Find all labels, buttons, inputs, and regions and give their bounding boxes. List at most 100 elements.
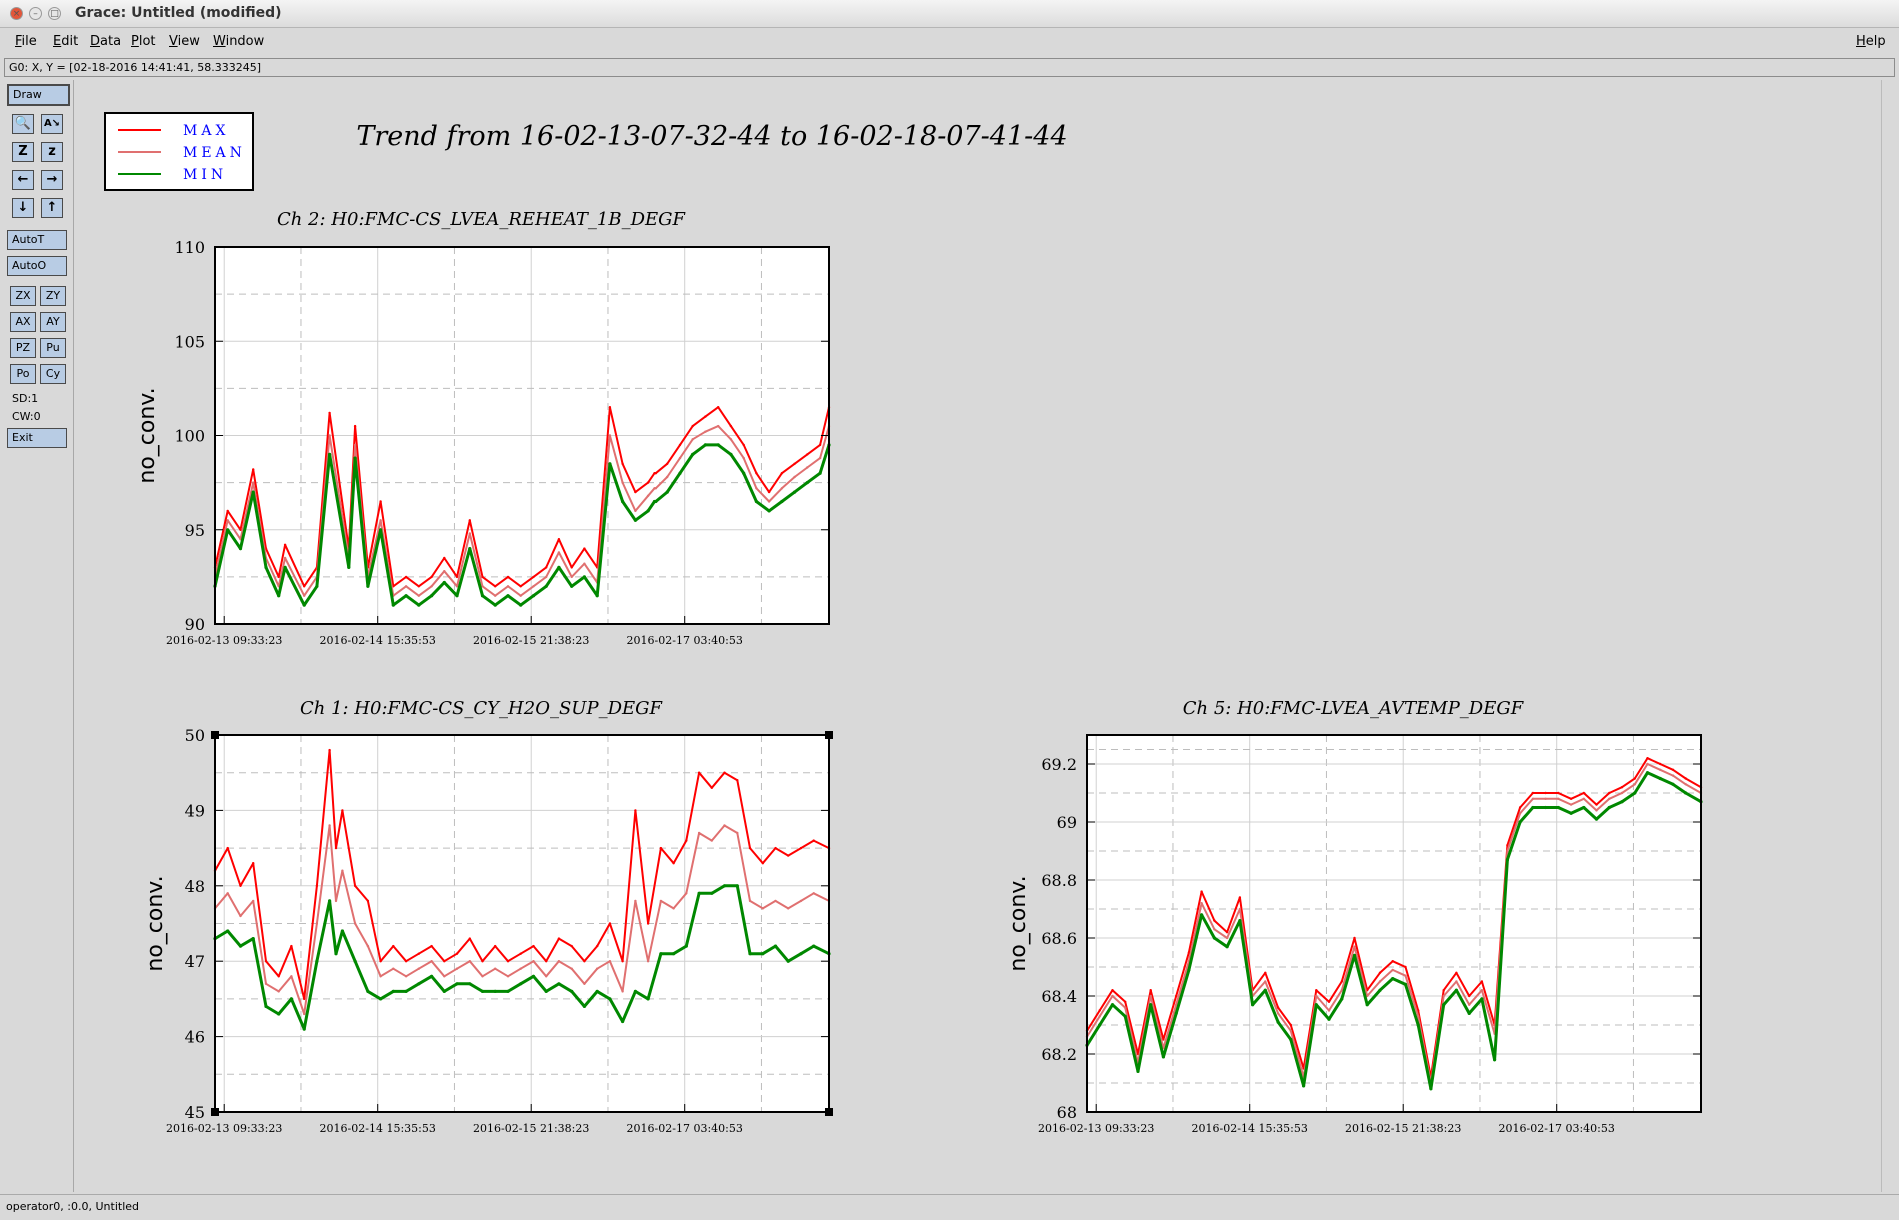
data-point-mean [1238, 907, 1242, 911]
data-point-mean [570, 967, 573, 970]
data-point-mean [685, 892, 688, 895]
data-point-max [736, 779, 739, 782]
data-point-max [303, 585, 306, 588]
data-point-max [1569, 797, 1573, 800]
data-point-min [1645, 771, 1650, 775]
pu-button[interactable]: Pu [40, 338, 66, 358]
data-point-mean [455, 585, 459, 588]
data-point-mean [806, 466, 809, 469]
data-point-min [302, 603, 306, 607]
data-point-min [283, 565, 287, 569]
zy-button[interactable]: ZY [40, 286, 66, 306]
data-point-min [315, 959, 319, 963]
menu-window[interactable]: Window [213, 34, 265, 49]
data-point-min [672, 952, 676, 956]
data-point-max [570, 566, 573, 569]
data-point-mean [226, 519, 229, 522]
data-point-max [780, 472, 784, 475]
data-point-mean [704, 430, 707, 433]
data-point-mean [1518, 812, 1522, 815]
data-point-min [1569, 811, 1573, 815]
data-point-min [226, 929, 230, 933]
menu-edit[interactable]: Edit [53, 34, 79, 49]
zoom-x-icon[interactable]: Z [12, 142, 34, 162]
menu-plot[interactable]: Plot [131, 34, 156, 49]
plot-canvas[interactable]: Trend from 16-02-13-07-32-44 to 16-02-18… [74, 80, 1881, 1192]
data-point-max [1684, 777, 1687, 780]
data-point-mean [417, 967, 420, 970]
data-point-min [1136, 1069, 1140, 1073]
autoo-button[interactable]: AutoO [7, 256, 67, 276]
data-point-mean [455, 967, 459, 970]
minimize-icon[interactable]: – [29, 7, 42, 20]
menu-view[interactable]: View [169, 34, 200, 49]
data-point-mean [1671, 774, 1675, 777]
data-point-max [570, 944, 573, 948]
cy-button[interactable]: Cy [40, 364, 66, 384]
data-point-min [608, 997, 612, 1001]
ay-button[interactable]: AY [40, 312, 66, 332]
data-point-min [1607, 805, 1611, 810]
data-point-mean [366, 944, 370, 948]
data-point-mean [1582, 797, 1586, 800]
arrow-left-icon[interactable]: ← [12, 170, 34, 190]
data-point-min [544, 584, 548, 588]
data-point-min [531, 974, 536, 978]
arrow-right-icon[interactable]: → [41, 170, 63, 190]
data-point-max [729, 424, 733, 428]
data-point-min [1582, 805, 1586, 810]
data-point-mean [532, 585, 535, 588]
data-point-min [264, 1004, 268, 1009]
menu-help[interactable]: Help [1856, 34, 1886, 49]
data-point-max [519, 585, 522, 588]
arrow-down-icon[interactable]: ↓ [12, 198, 34, 218]
zoom-y-icon[interactable]: z [41, 142, 63, 162]
data-point-mean [1111, 994, 1114, 998]
data-point-mean [353, 922, 357, 925]
x-tick-label: 2016-02-15 21:38:23 [473, 1122, 589, 1135]
data-point-mean [774, 899, 777, 903]
data-point-mean [545, 575, 548, 579]
autot-button[interactable]: AutoT [7, 230, 67, 250]
x-tick-label: 2016-02-17 03:40:53 [1499, 1122, 1615, 1135]
data-point-max [315, 884, 319, 887]
data-point-max [634, 809, 637, 812]
data-point-mean [742, 456, 745, 460]
data-point-mean [443, 975, 446, 978]
data-point-max [1646, 757, 1649, 760]
data-point-mean [608, 960, 612, 963]
pz-button[interactable]: PZ [10, 338, 36, 358]
draw-button[interactable]: Draw [7, 84, 70, 106]
y-tick-label: 68 [1057, 1103, 1077, 1122]
data-point-min [366, 989, 370, 994]
data-point-max [621, 960, 624, 963]
text-tool-icon[interactable]: A↘ [41, 114, 63, 134]
magnifier-icon[interactable]: 🔍 [12, 114, 34, 134]
data-point-mean [303, 1012, 306, 1016]
menu-file[interactable]: File [15, 34, 37, 49]
menu-data[interactable]: Data [90, 34, 122, 49]
data-point-max [812, 839, 815, 842]
data-point-min [340, 929, 344, 933]
close-icon[interactable]: × [10, 7, 23, 20]
data-point-max [545, 960, 548, 963]
legend-label-mean: MEAN [183, 145, 246, 161]
data-point-min [251, 937, 255, 941]
data-point-max [774, 846, 777, 850]
maximize-icon[interactable]: □ [48, 7, 61, 20]
data-point-min [570, 584, 574, 588]
x-tick-label: 2016-02-13 09:33:23 [1038, 1122, 1154, 1135]
menubar: File Edit Data Plot View Window Help [0, 28, 1899, 55]
vertical-scrollbar[interactable] [1881, 80, 1899, 1192]
zx-button[interactable]: ZX [10, 286, 36, 306]
ax-button[interactable]: AX [10, 312, 36, 332]
po-button[interactable]: Po [10, 364, 36, 384]
data-point-max [353, 424, 357, 428]
data-point-max [596, 944, 599, 948]
arrow-up-icon[interactable]: ↑ [41, 198, 63, 218]
exit-button[interactable]: Exit [7, 428, 67, 448]
data-point-min [1225, 945, 1229, 949]
data-point-max [1671, 768, 1675, 771]
data-point-min [238, 944, 243, 948]
x-tick-label: 2016-02-15 21:38:23 [473, 634, 589, 647]
